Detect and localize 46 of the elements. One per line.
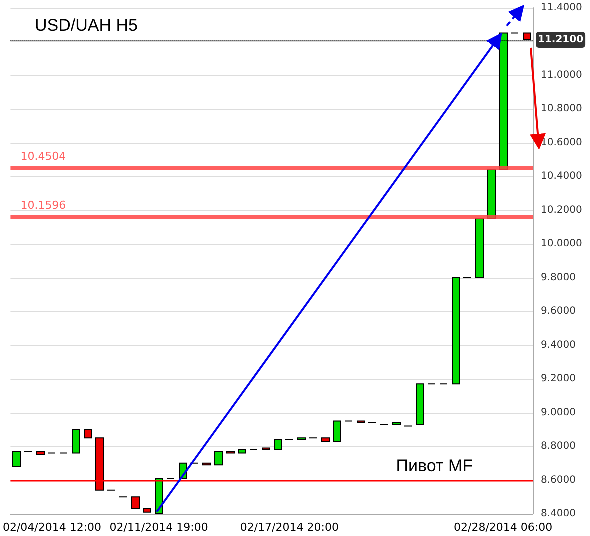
y-tick-label: 11.0000: [541, 70, 582, 81]
y-tick-label: 9.4000: [541, 340, 576, 351]
candlestick: [84, 429, 92, 439]
candlestick: [487, 169, 496, 220]
y-tick-label: 9.2000: [541, 374, 576, 385]
candlestick: [321, 438, 330, 442]
y-tick-label: 8.4000: [541, 508, 576, 520]
candlestick: [357, 420, 365, 424]
y-tick-label: 8.6000: [541, 474, 576, 486]
y-tick-label: 9.0000: [541, 407, 576, 418]
candlestick: [202, 462, 211, 466]
ref-line-label: 10.1596: [20, 199, 66, 212]
y-tick-label: 10.8000: [541, 104, 582, 115]
y-tick-label: 10.4000: [541, 171, 582, 182]
candlestick: [226, 451, 235, 454]
y-tick-label: 9.8000: [541, 272, 576, 284]
candlestick: [452, 277, 460, 385]
candlestick: [333, 420, 341, 442]
x-tick-label: 02/04/2014 12:00: [2, 521, 102, 534]
x-tick-label: 02/17/2014 20:00: [240, 521, 339, 534]
candlestick: [12, 451, 21, 468]
ref-line-label: Пивот MF: [396, 456, 473, 476]
text: USD/UAH H5: [35, 16, 138, 35]
candlestick: [262, 448, 270, 450]
candlestick: [72, 429, 80, 454]
y-tick-label: 10.6000: [541, 137, 582, 148]
y-tick-label: 11.4000: [541, 2, 582, 14]
candlestick: [143, 508, 151, 513]
x-tick-label: 02/28/2014 06:00: [454, 521, 553, 534]
candlestick: [214, 451, 223, 466]
y-tick-label: 10.2000: [541, 204, 582, 216]
candlestick: [475, 218, 484, 278]
candlestick: [274, 439, 282, 450]
candlestick: [392, 422, 401, 426]
candlestick: [416, 384, 424, 426]
candlestick: [131, 496, 140, 510]
ref-line-label: 10.4504: [20, 150, 66, 164]
y-tick-label: 10.0000: [541, 238, 582, 250]
candlestick: [297, 438, 306, 440]
candlestick: [238, 449, 246, 454]
x-tick-label: 02/11/2014 19:00: [110, 521, 208, 534]
y-tick-label: 9.6000: [541, 306, 576, 318]
ref-line-label: 11.2100: [538, 34, 584, 46]
candlestick: [95, 438, 104, 491]
y-tick-label: 8.8000: [541, 441, 576, 452]
candlestick: [36, 451, 45, 456]
